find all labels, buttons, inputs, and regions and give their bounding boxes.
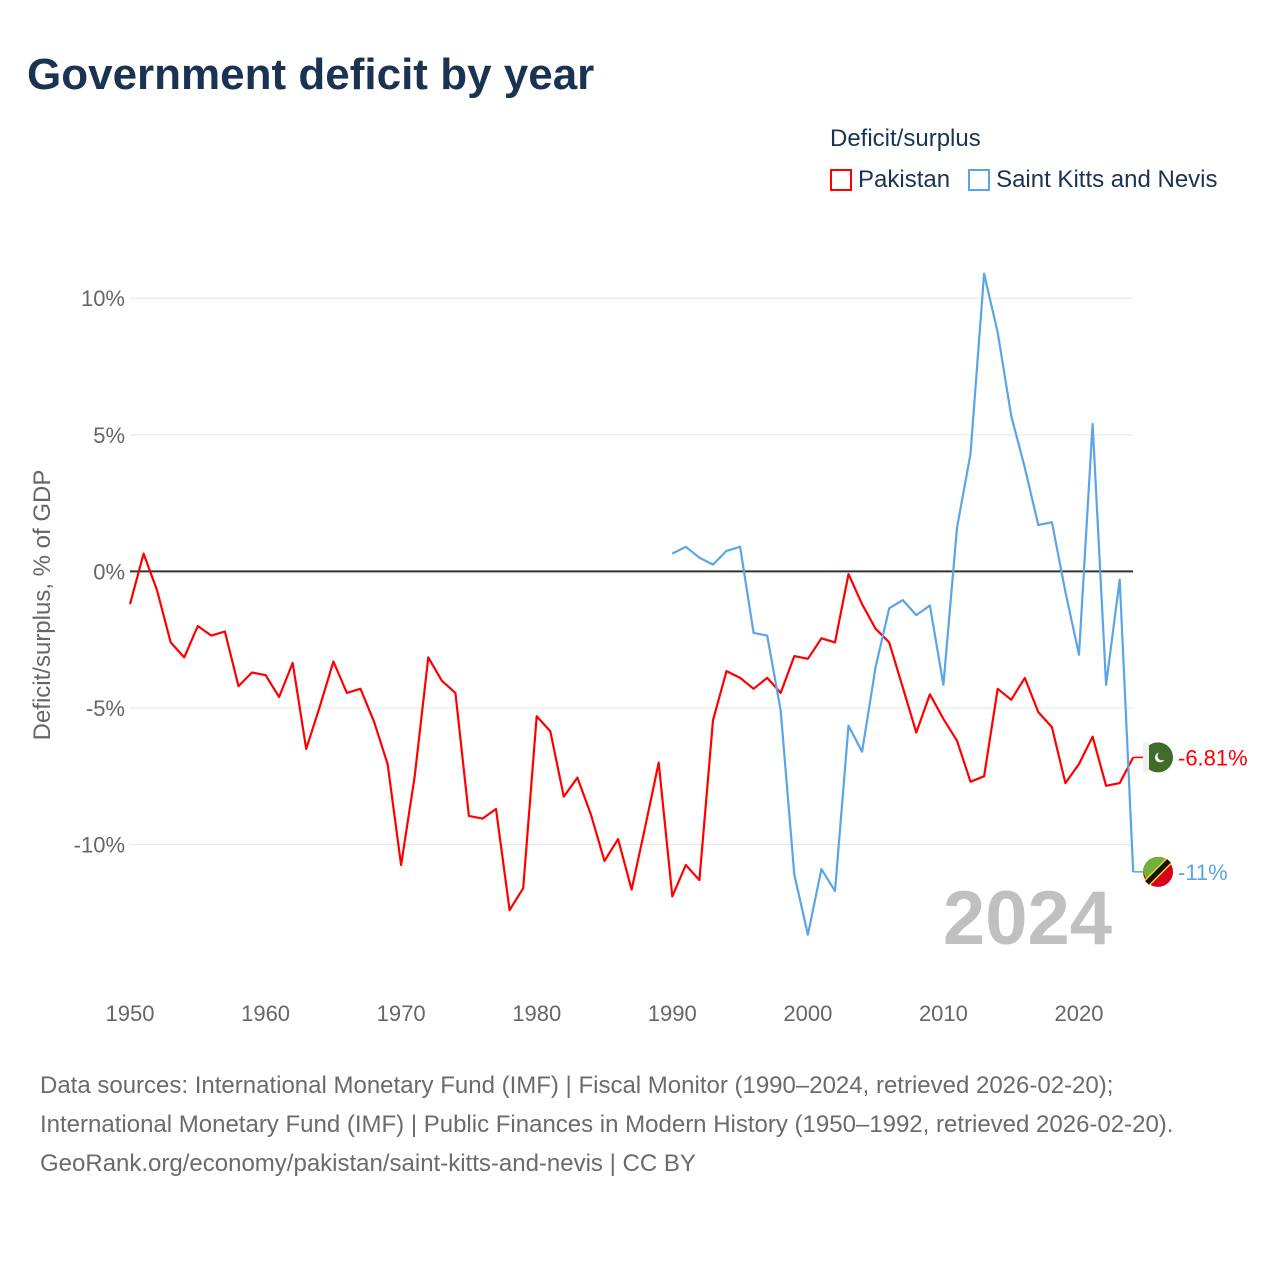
- source-line-1: Data sources: International Monetary Fun…: [40, 1072, 1114, 1099]
- legend-item-saint-kitts-and-nevis[interactable]: Saint Kitts and Nevis: [968, 166, 1218, 194]
- x-tick-label: 1960: [241, 1001, 290, 1026]
- x-tick-label: 1970: [377, 1001, 426, 1026]
- y-axis-label: Deficit/surplus, % of GDP: [29, 470, 56, 741]
- series-line-pakistan: [128, 552, 1135, 912]
- x-tick-label: 1990: [648, 1001, 697, 1026]
- series-line-saint-kitts-and-nevis: [671, 272, 1135, 936]
- y-tick-label: -5%: [86, 696, 125, 721]
- end-value-label: -6.81%: [1178, 745, 1248, 770]
- source-link[interactable]: GeoRank.org/economy/pakistan/saint-kitts…: [40, 1150, 696, 1177]
- end-value-label: -11%: [1178, 860, 1228, 885]
- legend-item-pakistan[interactable]: Pakistan: [830, 166, 950, 194]
- x-tick-label: 1950: [106, 1001, 155, 1026]
- chart-title: Government deficit by year: [27, 50, 595, 99]
- flag-stripe: [1143, 742, 1149, 773]
- legend-swatch-saint-kitts: [968, 169, 991, 191]
- legend-label: Saint Kitts and Nevis: [996, 166, 1218, 193]
- y-tick-label: 10%: [81, 286, 125, 311]
- x-tick-label: 2000: [783, 1001, 832, 1026]
- legend-label: Pakistan: [858, 166, 951, 193]
- crescent-mask: [1157, 751, 1167, 761]
- legend-title: Deficit/surplus: [830, 125, 981, 152]
- flag-black: [1145, 859, 1171, 885]
- y-tick-label: 0%: [93, 559, 125, 584]
- x-tick-label: 1980: [512, 1001, 561, 1026]
- x-tick-label: 2020: [1055, 1001, 1104, 1026]
- legend: Pakistan Saint Kitts and Nevis: [830, 166, 1218, 194]
- y-tick-label: 5%: [93, 423, 125, 448]
- x-tick-label: 2010: [919, 1001, 968, 1026]
- source-line-2: International Monetary Fund (IMF) | Publ…: [40, 1111, 1174, 1138]
- year-label: 2024: [943, 876, 1112, 961]
- footer: Data sources: International Monetary Fun…: [40, 1066, 1250, 1183]
- y-tick-label: -10%: [74, 833, 125, 858]
- legend-swatch-pakistan: [830, 169, 852, 191]
